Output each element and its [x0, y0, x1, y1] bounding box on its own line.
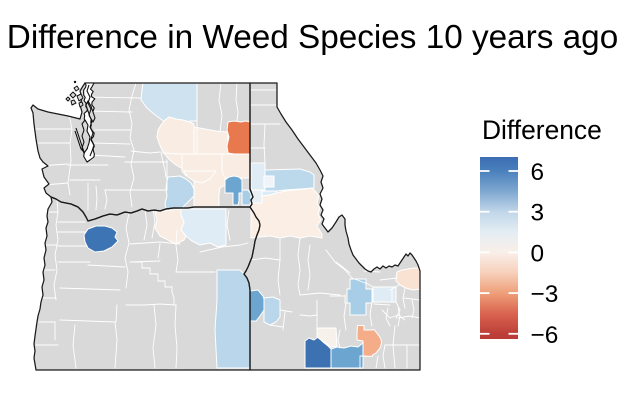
svg-text:0: 0 — [531, 240, 545, 267]
svg-text:Difference in Weed Species 10: Difference in Weed Species 10 years ago — [7, 19, 618, 56]
svg-text:3: 3 — [531, 200, 545, 227]
svg-text:6: 6 — [531, 159, 545, 186]
svg-text:−3: −3 — [531, 281, 559, 308]
svg-text:Difference: Difference — [482, 115, 602, 145]
svg-text:−6: −6 — [531, 322, 559, 349]
